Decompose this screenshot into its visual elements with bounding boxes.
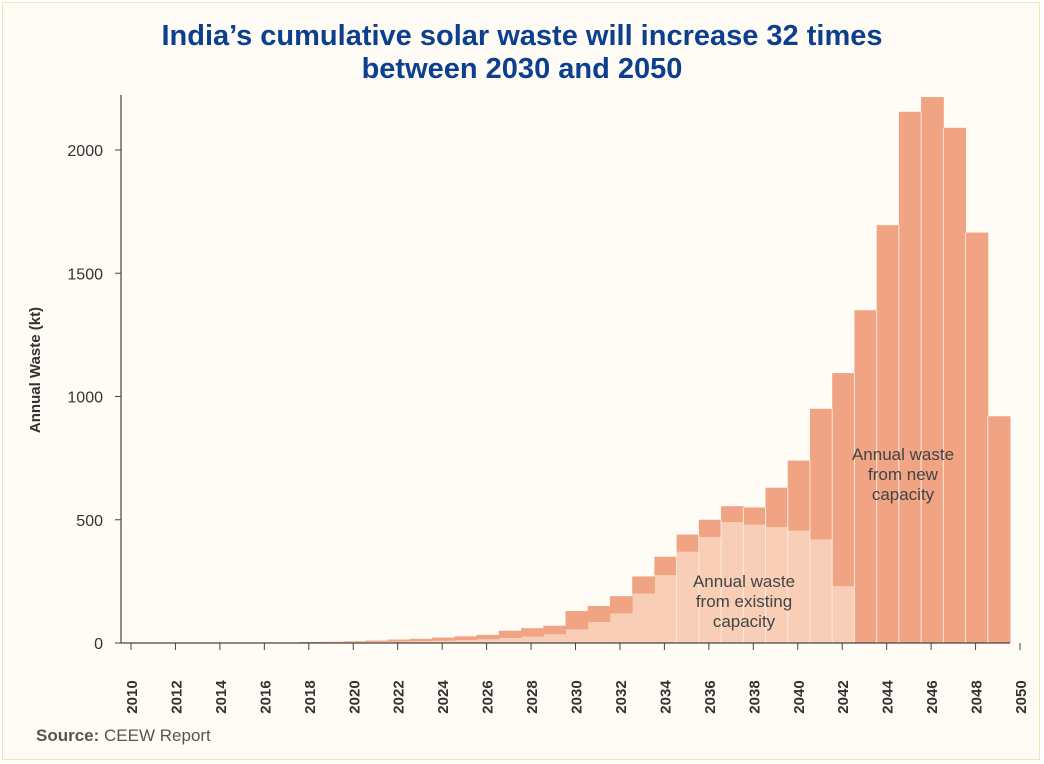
- new-capacity-bars: [254, 97, 1011, 644]
- bar-existing-2029: [543, 634, 566, 643]
- annotation-new-capacity: from new: [868, 465, 939, 484]
- bar-new-2036: [698, 519, 722, 538]
- bar-new-2039: [765, 487, 789, 528]
- bar-new-2046: [921, 97, 944, 643]
- x-tick-label: 2014: [213, 680, 230, 714]
- bar-existing-2026: [476, 639, 500, 643]
- bar-new-2043: [854, 310, 878, 643]
- bar-existing-2039: [765, 527, 789, 643]
- bar-new-2040: [787, 460, 811, 531]
- y-tick-label: 500: [76, 513, 103, 530]
- bar-new-2021: [365, 640, 389, 642]
- bar-new-2034: [654, 556, 678, 576]
- x-tick-label: 2040: [791, 680, 808, 713]
- x-tick-label: 2046: [924, 680, 941, 713]
- bar-new-2038: [743, 507, 767, 525]
- bar-existing-2038: [743, 524, 767, 643]
- x-tick-label: 2030: [569, 680, 586, 713]
- x-tick-label: 2020: [346, 680, 363, 713]
- source-text: CEEW Report: [104, 726, 211, 745]
- x-axis-ticks: 2010 2012 2014 2016 2018 2020 2022 2024 2026 2028…: [124, 643, 1030, 714]
- x-tick-label: 2022: [391, 680, 408, 713]
- x-tick-label: 2012: [168, 680, 185, 713]
- bar-new-2027: [498, 630, 522, 639]
- y-tick-label: 1500: [67, 266, 103, 283]
- bar-existing-2022: [387, 641, 411, 643]
- annotation-new-capacity: capacity: [872, 485, 935, 504]
- bar-new-2033: [632, 576, 655, 594]
- x-tick-label: 2048: [969, 680, 986, 713]
- bar-new-2020: [343, 641, 366, 643]
- bar-new-2048: [965, 232, 989, 643]
- bar-existing-2031: [587, 622, 611, 643]
- bar-existing-2027: [498, 638, 522, 643]
- x-tick-label: 2026: [480, 680, 497, 713]
- chart-axes: [120, 95, 1010, 644]
- x-tick-label: 2036: [702, 680, 719, 713]
- x-tick-label: 2050: [1013, 680, 1030, 713]
- x-tick-label: 2028: [524, 680, 541, 713]
- y-axis-ticks: 0 500 1000 1500 2000: [67, 143, 121, 653]
- bar-existing-2024: [432, 640, 455, 643]
- bar-new-2031: [587, 606, 611, 623]
- bar-existing-2040: [787, 530, 811, 643]
- bar-existing-2032: [609, 613, 633, 643]
- x-tick-label: 2024: [435, 680, 452, 714]
- source-label: Source:: [36, 726, 100, 745]
- bar-existing-2034: [654, 575, 678, 643]
- x-tick-label: 2010: [124, 680, 141, 713]
- bar-existing-2042: [832, 586, 855, 643]
- bar-new-2022: [387, 639, 411, 642]
- annotation-existing-capacity: from existing: [696, 592, 792, 611]
- bar-existing-2037: [721, 522, 744, 643]
- x-tick-label: 2044: [880, 680, 897, 714]
- bar-new-2044: [876, 225, 900, 643]
- bar-new-2024: [432, 637, 455, 641]
- y-axis-label: Annual Waste (kt): [27, 307, 44, 433]
- bar-new-2037: [721, 506, 744, 523]
- chart-title: India’s cumulative solar waste will incr…: [0, 20, 1044, 86]
- bar-existing-2021: [365, 641, 389, 643]
- bar-existing-2023: [409, 641, 433, 643]
- bar-new-2028: [521, 628, 544, 637]
- bar-new-2035: [676, 534, 700, 552]
- y-tick-label: 0: [94, 636, 103, 653]
- y-tick-label: 1000: [67, 390, 103, 407]
- source-note: Source: CEEW Report: [36, 726, 211, 746]
- bar-existing-2036: [698, 537, 722, 643]
- bar-new-2029: [543, 625, 566, 635]
- bar-new-2025: [454, 636, 478, 641]
- x-tick-label: 2034: [657, 680, 674, 714]
- x-tick-label: 2042: [835, 680, 852, 713]
- bar-existing-2033: [632, 593, 655, 643]
- bar-new-2041: [809, 408, 833, 540]
- bar-new-2049: [987, 416, 1011, 643]
- bar-new-2030: [565, 610, 589, 630]
- annotation-existing-capacity: capacity: [713, 612, 776, 631]
- x-tick-label: 2038: [746, 680, 763, 713]
- y-tick-label: 2000: [67, 143, 103, 160]
- x-tick-label: 2016: [257, 680, 274, 713]
- bar-existing-2035: [676, 551, 700, 643]
- bar-new-2045: [898, 111, 922, 644]
- bar-new-2047: [943, 127, 967, 643]
- x-tick-label: 2032: [613, 680, 630, 713]
- bar-new-2032: [609, 596, 633, 614]
- bar-new-2023: [409, 638, 433, 642]
- chart-title-line-1: India’s cumulative solar waste will incr…: [161, 20, 883, 52]
- bar-existing-2025: [454, 640, 478, 643]
- annotation-new-capacity: Annual waste: [852, 445, 954, 464]
- bar-new-2042: [832, 373, 855, 587]
- bar-new-2026: [476, 634, 500, 640]
- x-tick-label: 2018: [302, 680, 319, 713]
- bar-existing-2030: [565, 629, 589, 643]
- annotation-existing-capacity: Annual waste: [693, 572, 795, 591]
- chart-title-line-2: between 2030 and 2050: [361, 53, 683, 85]
- bar-existing-2041: [809, 539, 833, 643]
- bar-existing-2028: [521, 636, 544, 643]
- existing-capacity-bars: [276, 522, 855, 643]
